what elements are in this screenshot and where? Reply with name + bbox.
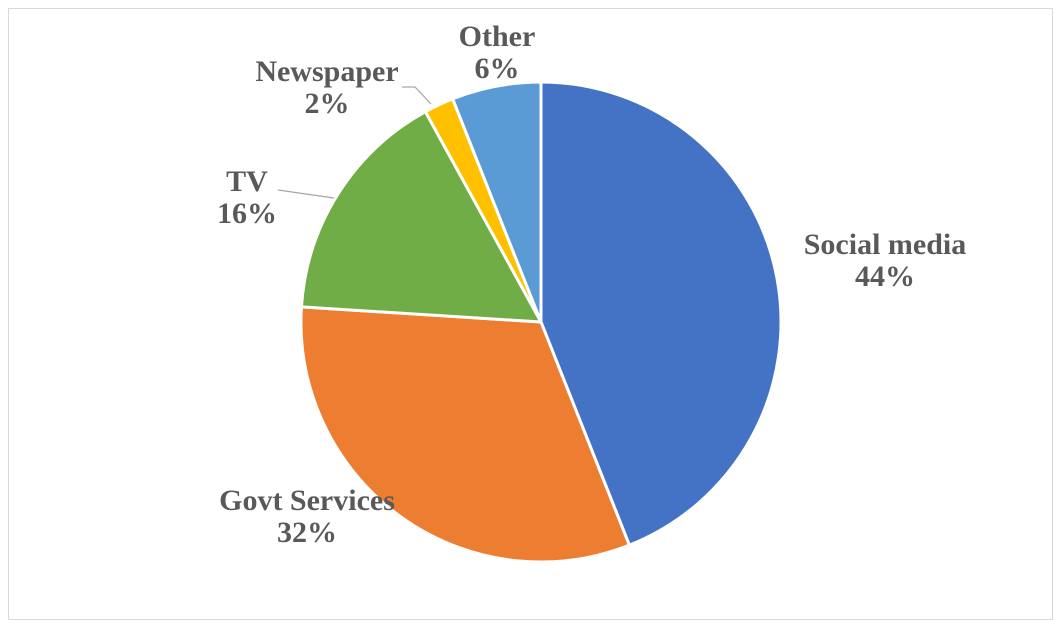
data-label-category: Newspaper — [255, 55, 398, 88]
data-label-tv: TV 16% — [217, 165, 277, 230]
data-label-other: Other 6% — [459, 20, 536, 85]
data-label-newspaper: Newspaper 2% — [255, 55, 398, 120]
data-label-percent: 2% — [305, 87, 350, 120]
leader-line-tv — [277, 189, 335, 199]
leader-lines — [277, 86, 432, 199]
data-label-percent: 44% — [855, 260, 915, 293]
data-label-percent: 16% — [217, 197, 277, 230]
data-label-social-media: Social media 44% — [804, 228, 967, 293]
data-label-govt-services: Govt Services 32% — [219, 484, 395, 549]
pie-slice-tv — [299, 110, 543, 324]
data-label-category: TV — [226, 165, 268, 198]
pie-slice-govt-services — [299, 305, 631, 564]
data-label-percent: 32% — [277, 516, 337, 549]
pie-slice-other — [451, 80, 543, 324]
data-label-percent: 6% — [475, 52, 520, 85]
data-label-category: Social media — [804, 228, 967, 261]
data-label-category: Other — [459, 20, 536, 53]
data-labels: Social media 44% Govt Services 32% TV 16% News… — [217, 20, 966, 549]
pie-slices — [299, 80, 783, 564]
data-label-category: Govt Services — [219, 484, 395, 517]
pie-slice-social-media — [539, 80, 783, 547]
leader-line-newspaper — [402, 86, 432, 105]
